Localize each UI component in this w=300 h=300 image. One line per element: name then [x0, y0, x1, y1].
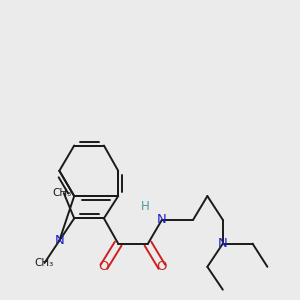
Text: O: O — [99, 260, 109, 273]
Text: CH₃: CH₃ — [53, 188, 72, 198]
Text: N: N — [218, 237, 228, 250]
Text: CH₃: CH₃ — [35, 258, 54, 268]
Text: O: O — [157, 260, 167, 273]
Text: N: N — [55, 234, 64, 247]
Text: N: N — [157, 213, 167, 226]
Text: H: H — [141, 200, 150, 213]
